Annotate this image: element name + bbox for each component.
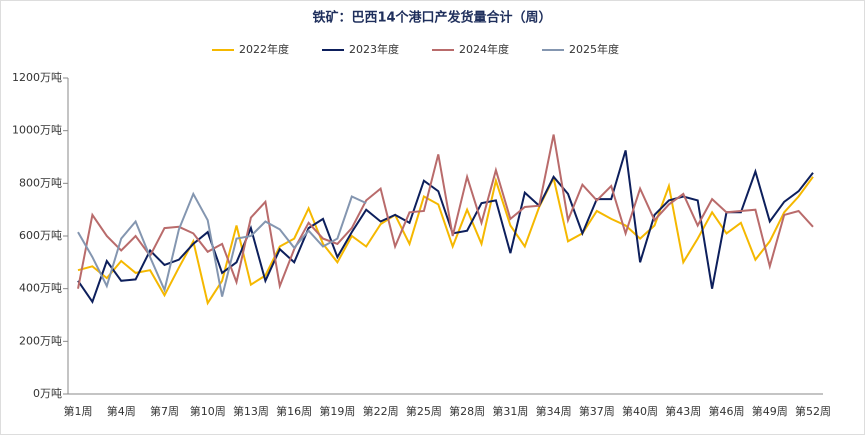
x-tick-label: 第34周 (536, 404, 572, 418)
y-tick-label: 800万吨 (19, 176, 62, 189)
y-tick-label: 200万吨 (19, 334, 62, 347)
x-tick-label: 第46周 (709, 404, 745, 418)
x-tick-label: 第31周 (492, 404, 528, 418)
chart-title: 铁矿：巴西14个港口产发货量合计（周） (311, 10, 551, 26)
y-tick-label: 1000万吨 (12, 124, 62, 137)
series-line (77, 175, 814, 306)
x-tick-label: 第4周 (107, 404, 136, 418)
y-tick-label: 1200万吨 (12, 71, 62, 84)
x-tick-label: 第16周 (276, 404, 312, 418)
x-tick-label: 第22周 (363, 404, 399, 418)
x-tick-label: 第49周 (752, 404, 788, 418)
y-tick-label: 600万吨 (19, 229, 62, 242)
legend-label: 2024年度 (459, 42, 509, 56)
legend-label: 2025年度 (569, 42, 619, 56)
x-tick-label: 第40周 (622, 404, 658, 418)
x-tick-label: 第28周 (449, 404, 485, 418)
x-tick-label: 第13周 (233, 404, 269, 418)
y-tick-label: 400万吨 (19, 282, 62, 295)
x-tick-label: 第52周 (795, 404, 831, 418)
x-tick-label: 第7周 (150, 404, 179, 418)
x-tick-label: 第43周 (665, 404, 701, 418)
x-tick-label: 第19周 (319, 404, 355, 418)
series-line (77, 150, 814, 304)
legend-label: 2022年度 (239, 42, 289, 56)
x-tick-label: 第10周 (190, 404, 226, 418)
series-line (77, 191, 367, 297)
series-line (77, 134, 814, 290)
legend-label: 2023年度 (349, 42, 399, 56)
y-tick-label: 0万吨 (33, 387, 62, 400)
x-tick-label: 第37周 (579, 404, 615, 418)
x-tick-label: 第1周 (64, 404, 93, 418)
x-tick-label: 第25周 (406, 404, 442, 418)
